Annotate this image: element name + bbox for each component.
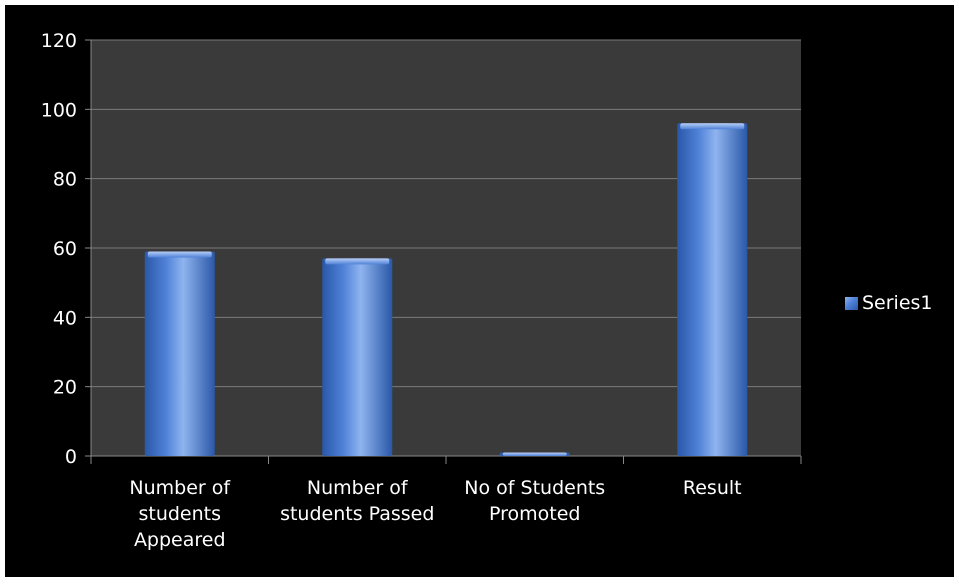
x-tick-label: Number of students Passed	[280, 477, 434, 525]
bar-cap-0	[147, 251, 212, 258]
bar-cap-1	[325, 258, 390, 265]
bar-cap-3	[680, 123, 745, 130]
y-tick-label: 120	[41, 30, 77, 52]
x-tick-label: Result	[683, 477, 742, 499]
y-tick-label: 80	[53, 169, 77, 191]
chart: 0 20 40 60 80 100 120 Number of students Appeared…	[5, 5, 954, 577]
y-tick-label: 40	[53, 307, 77, 329]
legend-swatch-series1	[845, 296, 858, 310]
bar-3	[677, 123, 748, 456]
legend: Series1	[845, 292, 933, 314]
chart-canvas: 0 20 40 60 80 100 120 Number of students Appeared…	[41, 30, 802, 551]
bar-cap-2	[502, 452, 567, 456]
bar-1	[322, 258, 393, 456]
x-tick-label: Number of students Appeared	[129, 477, 231, 551]
y-tick-label: 60	[53, 238, 77, 260]
y-tick-label: 100	[41, 99, 77, 121]
x-tick-label: No of Students Promoted	[464, 477, 605, 525]
bar-0	[144, 251, 215, 456]
legend-label-series1: Series1	[862, 292, 933, 314]
y-tick-label: 0	[65, 446, 77, 468]
y-tick-label: 20	[53, 377, 77, 399]
